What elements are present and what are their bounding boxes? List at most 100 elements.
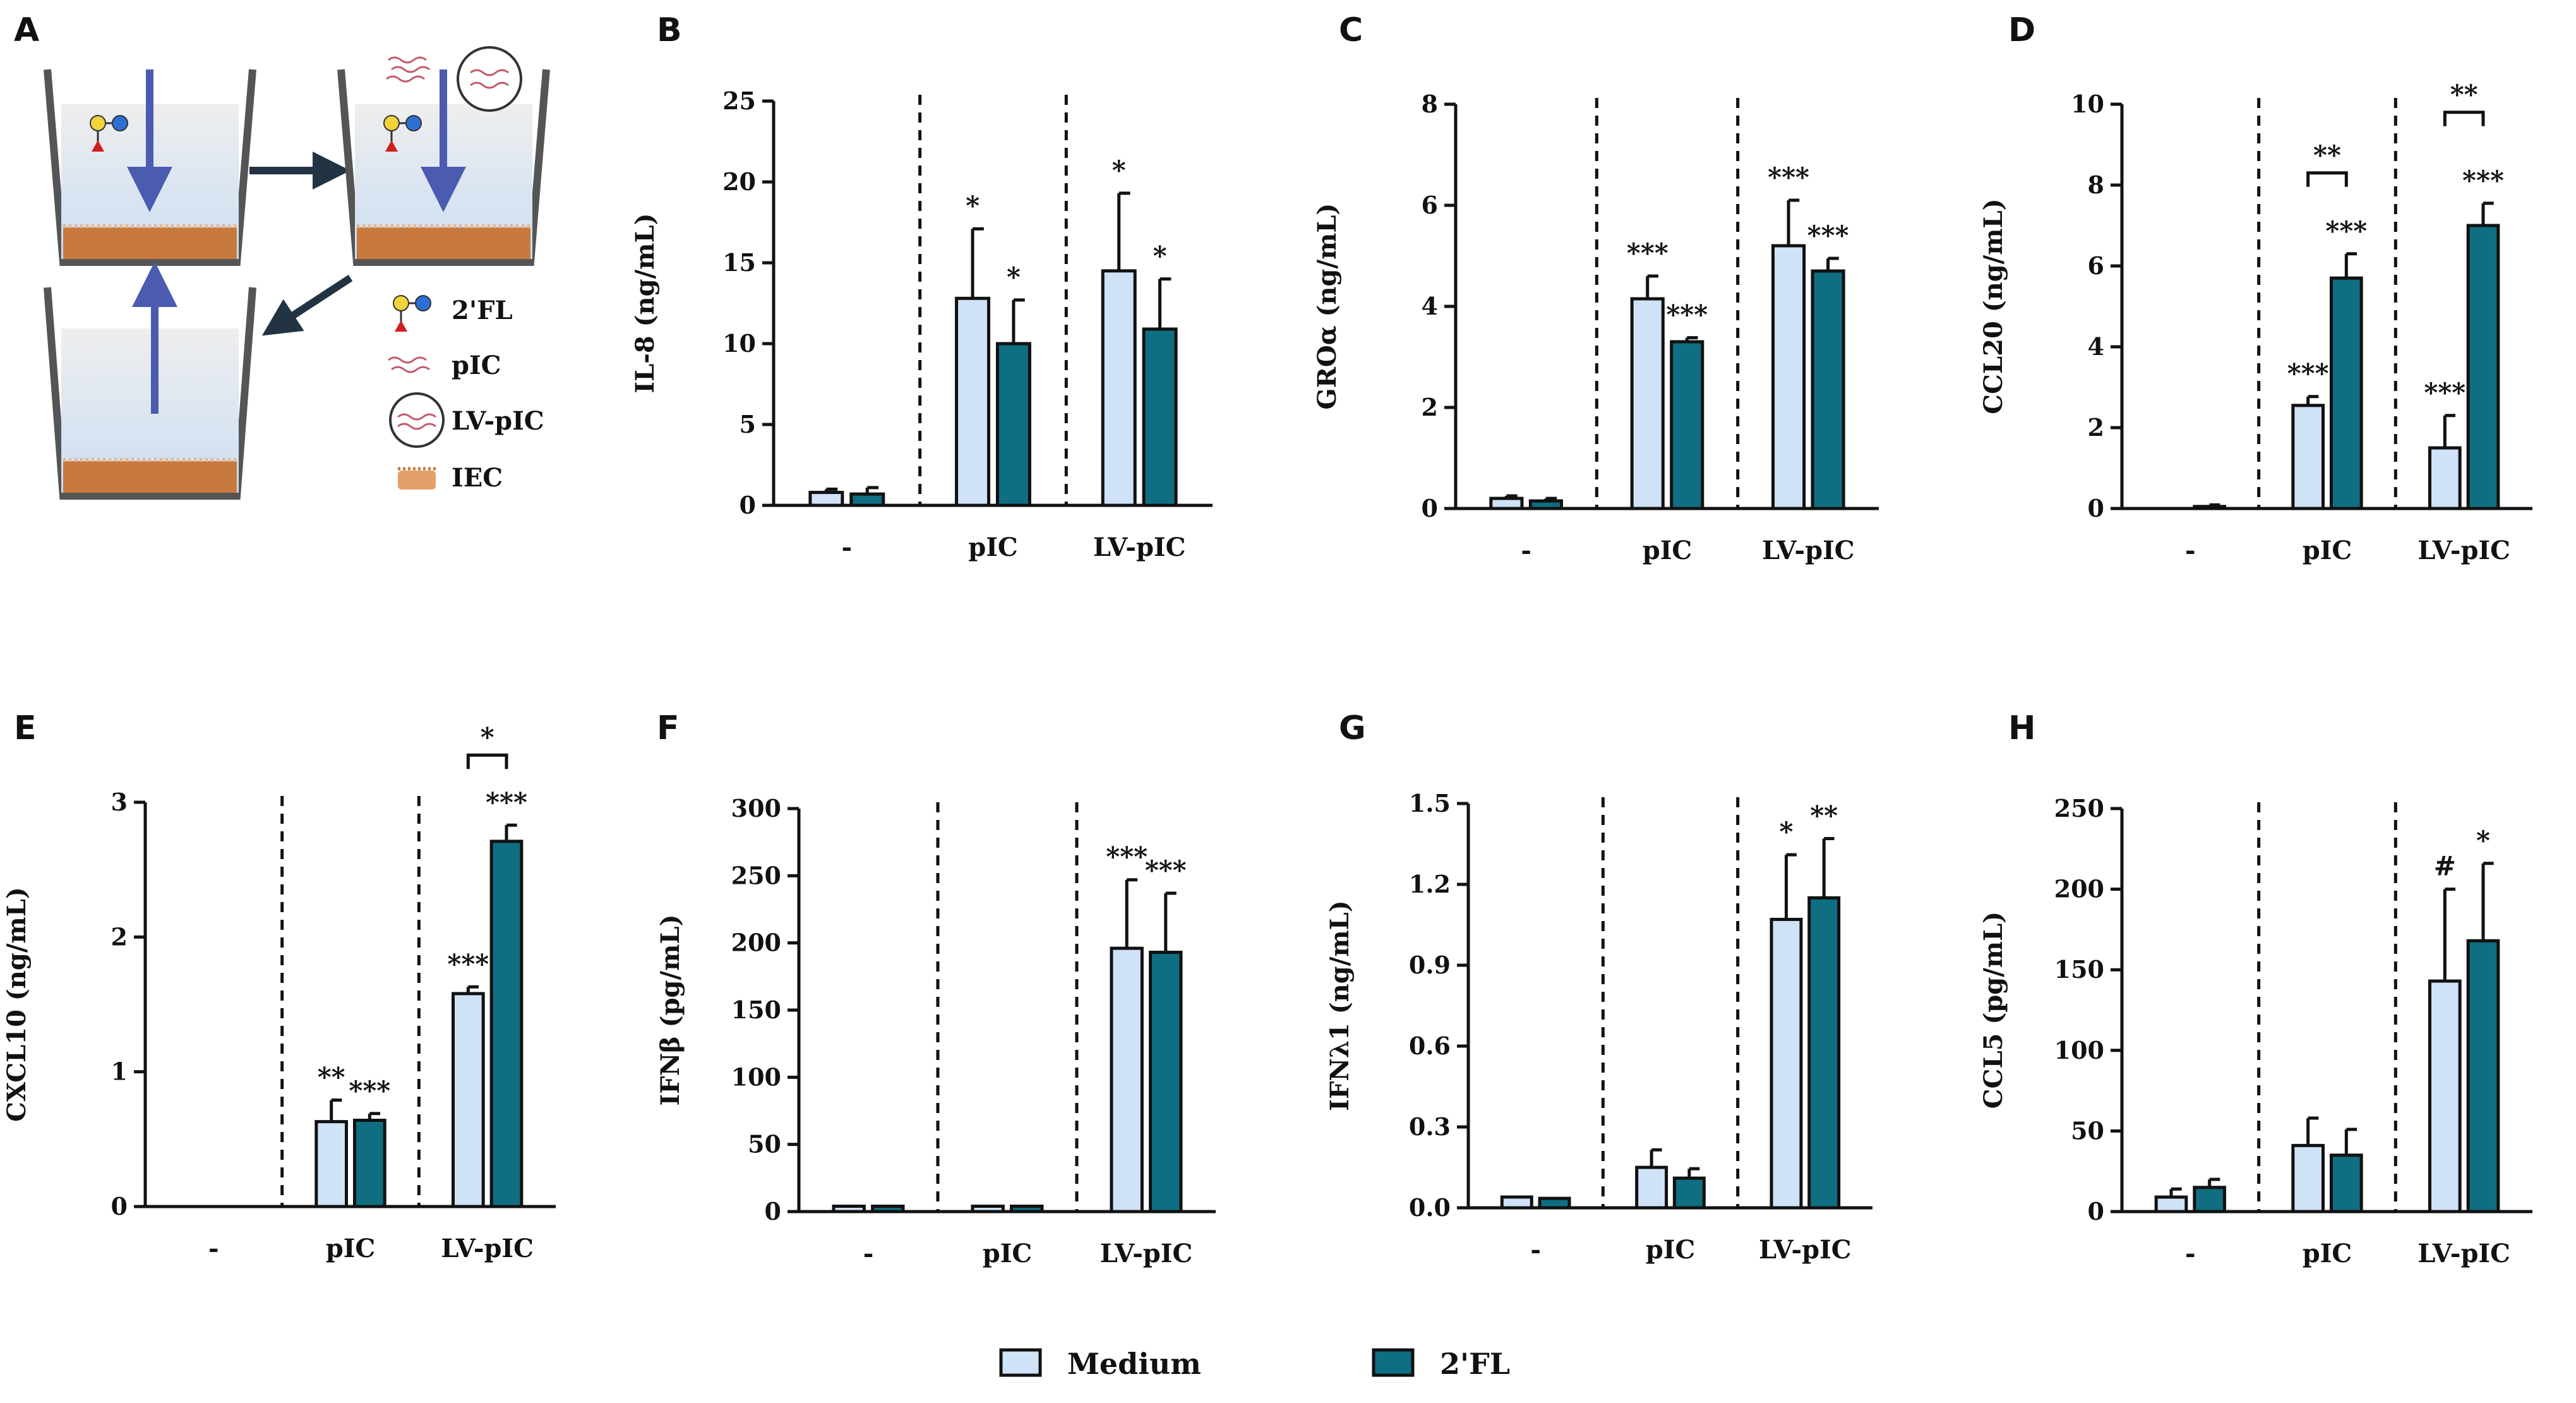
bracket-label: **: [2450, 79, 2478, 110]
y-tick-label: 2: [2088, 413, 2104, 442]
significance-label: ***: [2462, 165, 2504, 196]
bar-2fl: [2193, 505, 2226, 510]
y-tick-label: 0: [740, 491, 756, 519]
bar-2fl: [849, 492, 885, 507]
y-tick-label: 0.3: [1409, 1112, 1451, 1141]
y-axis-label: CCL20 (ng/mL): [1979, 198, 2008, 414]
y-axis-label: GROα (ng/mL): [1312, 203, 1342, 410]
significance-label: ***: [486, 786, 527, 817]
chart-b: 0 5 10 15 20 25 IL-8 (ng/mL) - * * pIC * * LV-pIC: [630, 87, 1213, 562]
x-category-label: pIC: [968, 533, 1018, 562]
y-tick-label: 250: [2054, 794, 2104, 822]
iec-layer: [63, 227, 237, 259]
panel-label-g: G: [1339, 709, 1366, 747]
legend-2fl-icon: [393, 295, 431, 332]
significance-label: ***: [1666, 299, 1708, 330]
y-tick-label: 200: [731, 929, 781, 957]
significance-label: ***: [1807, 220, 1849, 251]
y-tick-label: 50: [748, 1130, 781, 1159]
x-category-label: LV-pIC: [441, 1234, 534, 1263]
significance-label: *: [1007, 262, 1021, 292]
y-tick-label: 10: [2071, 90, 2104, 118]
bar-2fl: [1670, 340, 1704, 510]
panel-label-f: F: [657, 709, 680, 747]
y-tick-label: 100: [2054, 1036, 2104, 1064]
bar-2fl: [2330, 276, 2363, 510]
panel-label-a: A: [14, 11, 39, 49]
y-tick-label: 1.2: [1409, 870, 1451, 898]
x-category-label: LV-pIC: [2417, 1239, 2510, 1268]
bar-2fl: [871, 1204, 905, 1213]
fl2-molecule-icon: [90, 115, 128, 152]
x-category-label: pIC: [326, 1234, 376, 1263]
y-tick-label: 0: [1422, 494, 1438, 522]
significance-label: ***: [1627, 238, 1668, 268]
significance-label: **: [1810, 800, 1838, 831]
bar-medium: [1110, 946, 1144, 1213]
y-tick-label: 8: [2088, 171, 2104, 199]
x-category-label: pIC: [983, 1239, 1033, 1268]
y-tick-label: 10: [722, 329, 756, 358]
y-tick-label: 4: [2088, 332, 2104, 361]
bar-medium: [1635, 1165, 1668, 1210]
x-category-label: LV-pIC: [1759, 1235, 1852, 1265]
bar-2fl: [2330, 1153, 2363, 1213]
significance-label: #: [2434, 851, 2456, 882]
y-tick-label: 3: [111, 788, 128, 816]
y-tick-label: 150: [731, 996, 781, 1024]
y-tick-label: 6: [2088, 251, 2104, 280]
y-tick-label: 0.0: [1409, 1193, 1451, 1222]
x-category-label: -: [842, 533, 853, 562]
x-category-label: -: [2185, 1239, 2196, 1268]
bar-medium: [2154, 1195, 2188, 1213]
bar-medium: [2291, 404, 2325, 510]
bar-2fl: [1528, 499, 1564, 510]
significance-label: *: [2476, 825, 2490, 856]
significance-label: *: [1779, 816, 1793, 847]
y-axis-label: CXCL10 (ng/mL): [2, 887, 32, 1122]
x-category-label: -: [863, 1239, 874, 1268]
y-tick-label: 250: [731, 861, 781, 889]
bar-medium: [955, 296, 991, 507]
bar-2fl: [2193, 1186, 2226, 1213]
y-tick-label: 15: [722, 248, 756, 277]
x-category-label: -: [1521, 536, 1531, 565]
schematic-legend: 2'FL pIC LV-pIC IEC: [388, 295, 544, 493]
bar-medium: [2291, 1143, 2325, 1213]
significance-label: ***: [2325, 215, 2367, 246]
well-top-left: [44, 69, 256, 266]
significance-label: *: [1112, 155, 1126, 186]
significance-label: **: [318, 1061, 345, 1092]
panel-label-e: E: [14, 709, 37, 747]
significance-label: ***: [2287, 358, 2329, 389]
bar-2fl: [1142, 327, 1178, 507]
bar-2fl: [1807, 896, 1841, 1210]
x-category-label: -: [1530, 1235, 1541, 1265]
y-tick-label: 0: [111, 1192, 128, 1220]
x-category-label: LV-pIC: [1762, 536, 1855, 565]
significance-label: ***: [447, 948, 489, 979]
legend-pic-icon: [388, 356, 430, 373]
legend: Medium 2'FL: [999, 1347, 1510, 1381]
panel-a-schematic: 2'FL pIC LV-pIC IEC: [44, 46, 550, 500]
x-category-label: pIC: [2303, 1239, 2352, 1268]
y-tick-label: 1.5: [1409, 789, 1451, 817]
bar-medium: [832, 1204, 866, 1213]
y-tick-label: 8: [1422, 90, 1438, 118]
significance-label: ***: [349, 1075, 390, 1106]
y-tick-label: 25: [722, 87, 756, 115]
bar-medium: [1101, 269, 1137, 507]
x-category-label: -: [2185, 536, 2196, 565]
bar-medium: [971, 1204, 1005, 1213]
y-tick-label: 0: [2088, 1197, 2104, 1225]
bar-2fl: [2466, 939, 2500, 1213]
y-tick-label: 300: [731, 794, 781, 822]
y-tick-label: 5: [740, 410, 756, 438]
bar-2fl: [1538, 1196, 1571, 1210]
y-tick-label: 2: [111, 922, 128, 951]
y-tick-label: 2: [1422, 393, 1438, 421]
arrow-diagonal-icon: [261, 274, 353, 336]
significance-label: *: [1153, 241, 1167, 272]
legend-label-2fl: 2'FL: [1440, 1347, 1510, 1381]
